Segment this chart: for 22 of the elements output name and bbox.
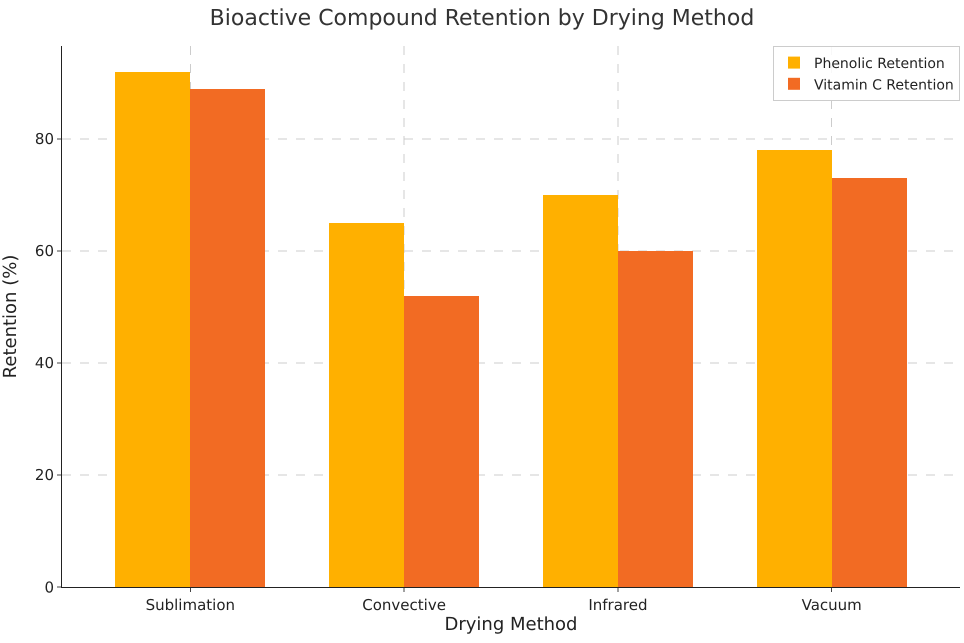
x-tick-label: Vacuum: [802, 596, 862, 614]
y-tick-label: 40: [34, 354, 54, 372]
x-tick-label: Convective: [362, 596, 446, 614]
legend-label: Phenolic Retention: [814, 56, 945, 72]
y-tick-label: 20: [34, 466, 54, 484]
x-tick-label: Sublimation: [146, 596, 235, 614]
bar: [618, 251, 693, 587]
bar: [190, 89, 265, 587]
x-axis-title: Drying Method: [444, 614, 578, 636]
y-tick-label: 60: [34, 242, 54, 260]
x-tick-label: Infrared: [588, 596, 648, 614]
bar: [329, 223, 404, 587]
bar: [543, 195, 618, 587]
bar: [115, 72, 190, 587]
bar: [832, 178, 907, 587]
bar: [404, 296, 479, 587]
chart-title: Bioactive Compound Retention by Drying Method: [210, 6, 754, 32]
y-tick-label: 80: [34, 130, 54, 148]
legend-label: Vitamin C Retention: [814, 77, 954, 94]
y-tick-label: 0: [44, 578, 54, 596]
y-axis-title: Retention (%): [0, 254, 21, 378]
bar: [757, 150, 832, 587]
